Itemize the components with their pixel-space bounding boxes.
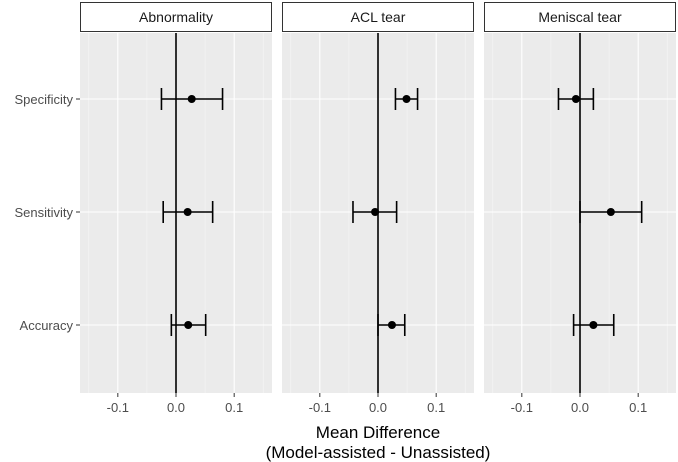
- point-1-0: [402, 95, 411, 103]
- x-tick-label-0-2: 0.1: [225, 400, 243, 415]
- x-tick-label-0-1: 0.0: [167, 400, 185, 415]
- point-2-0: [571, 95, 580, 103]
- y-tick-label-0: Specificity: [14, 92, 73, 107]
- facet-title-0: Abnormality: [139, 9, 213, 25]
- facet-title-2: Meniscal tear: [538, 9, 622, 25]
- y-tick-label-2: Accuracy: [20, 318, 74, 333]
- point-0-2: [184, 321, 193, 329]
- x-tick-label-1-0: -0.1: [309, 400, 331, 415]
- x-tick-label-1-2: 0.1: [427, 400, 445, 415]
- x-tick-label-0-0: -0.1: [107, 400, 129, 415]
- x-tick-label-2-1: 0.0: [571, 400, 589, 415]
- point-1-2: [387, 321, 396, 329]
- y-tick-label-1: Sensitivity: [14, 205, 73, 220]
- x-tick-label-1-1: 0.0: [369, 400, 387, 415]
- facet-strip-0: [80, 2, 272, 32]
- x-axis-title-line1: Mean Difference: [316, 423, 440, 442]
- point-0-0: [187, 95, 196, 103]
- facet-title-1: ACL tear: [351, 9, 406, 25]
- point-2-1: [606, 208, 615, 216]
- facet-strip-2: [484, 2, 676, 32]
- point-2-2: [589, 321, 598, 329]
- x-tick-label-2-2: 0.1: [629, 400, 647, 415]
- point-0-1: [183, 208, 192, 216]
- x-tick-label-2-0: -0.1: [511, 400, 533, 415]
- x-axis-title-line2: (Model-assisted - Unassisted): [266, 443, 491, 462]
- point-1-1: [371, 208, 380, 216]
- facet-strip-1: [282, 2, 474, 32]
